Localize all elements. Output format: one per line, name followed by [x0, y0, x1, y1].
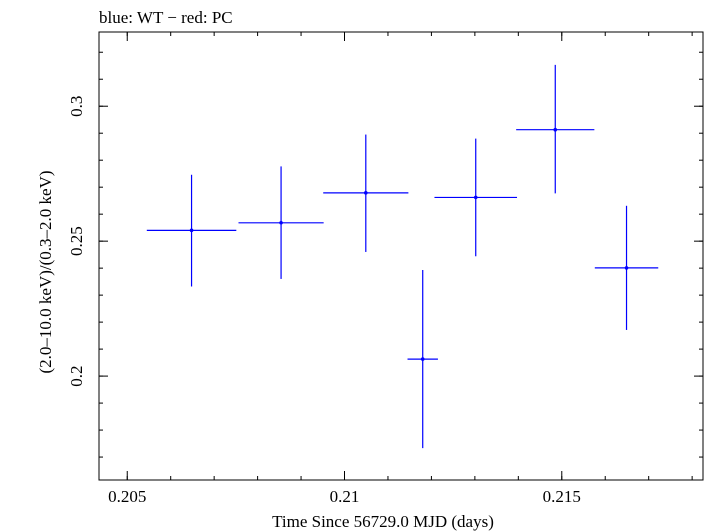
point-marker: [473, 195, 478, 200]
x-axis-label: Time Since 56729.0 MJD (days): [272, 512, 494, 531]
data-point: [516, 64, 595, 194]
y-tick-label: 0.2: [67, 365, 86, 386]
data-point: [238, 166, 324, 279]
x-tick-label: 0.215: [543, 487, 581, 506]
point-marker: [420, 357, 425, 361]
x-tick-label: 0.205: [108, 487, 146, 506]
y-axis-label: (2.0–10.0 keV)/(0.3–2.0 keV): [36, 170, 55, 373]
data-point: [146, 174, 237, 287]
point-marker: [189, 228, 194, 233]
point-marker: [553, 127, 558, 132]
point-marker: [624, 266, 629, 270]
point-marker: [364, 191, 368, 195]
point-marker: [279, 221, 283, 225]
x-tick-label: 0.21: [330, 487, 360, 506]
plot-frame: [98, 31, 704, 481]
data-marks: [146, 64, 659, 449]
data-point: [434, 138, 518, 257]
y-tick-label: 0.25: [67, 226, 86, 256]
axis-ticks: [99, 32, 703, 480]
tick-labels: 0.205 0.21 0.215 0.2 0.25 0.3: [67, 96, 581, 506]
data-point: [323, 134, 409, 252]
data-point: [407, 270, 438, 449]
y-tick-label: 0.3: [67, 96, 86, 117]
data-point: [594, 205, 659, 330]
chart-title: blue: WT − red: PC: [99, 8, 233, 27]
